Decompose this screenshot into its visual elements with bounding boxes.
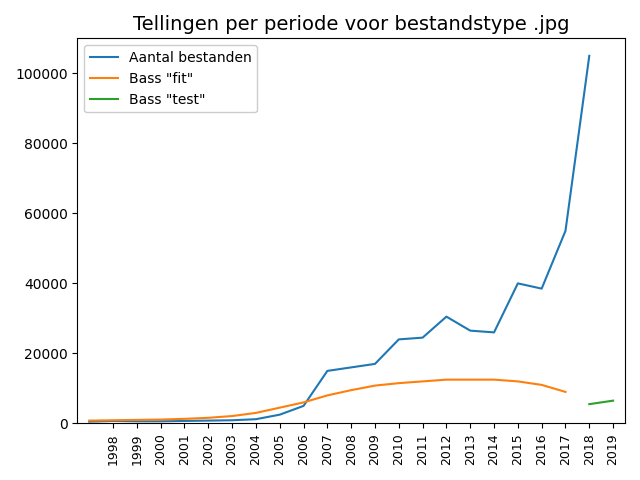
Aantal bestanden: [395, 336, 403, 342]
Aantal bestanden: [85, 419, 93, 424]
Aantal bestanden: [276, 412, 284, 418]
Bass "fit": [133, 417, 141, 423]
Bass "fit": [490, 377, 498, 383]
Aantal bestanden: [490, 329, 498, 335]
Title: Tellingen per periode voor bestandstype .jpg: Tellingen per periode voor bestandstype …: [133, 15, 570, 34]
Aantal bestanden: [133, 419, 141, 424]
Bass "fit": [538, 382, 545, 388]
Aantal bestanden: [371, 361, 379, 367]
Aantal bestanden: [443, 314, 451, 320]
Bass "fit": [85, 418, 93, 423]
Aantal bestanden: [109, 418, 117, 424]
Bass "fit": [300, 399, 307, 405]
Aantal bestanden: [562, 228, 570, 234]
Aantal bestanden: [252, 416, 260, 422]
Bass "fit": [443, 377, 451, 383]
Bass "test": [586, 401, 593, 407]
Bass "fit": [395, 380, 403, 386]
Bass "fit": [467, 377, 474, 383]
Aantal bestanden: [538, 286, 545, 291]
Aantal bestanden: [228, 418, 236, 423]
Bass "fit": [371, 383, 379, 388]
Bass "fit": [228, 413, 236, 419]
Bass "fit": [157, 417, 164, 422]
Legend: Aantal bestanden, Bass "fit", Bass "test": Aantal bestanden, Bass "fit", Bass "test…: [84, 45, 257, 112]
Aantal bestanden: [157, 419, 164, 424]
Line: Aantal bestanden: Aantal bestanden: [89, 56, 589, 421]
Aantal bestanden: [419, 335, 426, 340]
Bass "fit": [204, 415, 212, 420]
Aantal bestanden: [300, 403, 307, 409]
Bass "test": [609, 398, 617, 404]
Aantal bestanden: [348, 364, 355, 370]
Aantal bestanden: [180, 418, 188, 424]
Line: Bass "fit": Bass "fit": [89, 380, 566, 420]
Aantal bestanden: [467, 328, 474, 334]
Bass "fit": [419, 379, 426, 384]
Aantal bestanden: [324, 368, 332, 374]
Bass "fit": [180, 416, 188, 422]
Line: Bass "test": Bass "test": [589, 401, 613, 404]
Bass "fit": [348, 387, 355, 393]
Aantal bestanden: [204, 418, 212, 423]
Bass "fit": [109, 418, 117, 423]
Aantal bestanden: [514, 280, 522, 286]
Bass "fit": [276, 405, 284, 410]
Bass "fit": [324, 393, 332, 398]
Bass "fit": [562, 389, 570, 395]
Bass "fit": [252, 410, 260, 416]
Bass "fit": [514, 379, 522, 384]
Aantal bestanden: [586, 53, 593, 59]
